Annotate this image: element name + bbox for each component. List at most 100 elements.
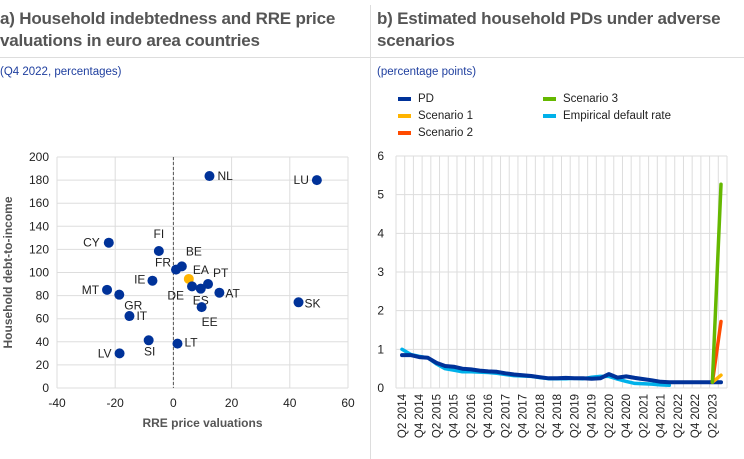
x-tick-label: 0 (170, 396, 177, 410)
legend-swatch-scenario2 (398, 130, 411, 135)
legend-swatch-pd (398, 96, 411, 101)
y-tick-label: 0 (42, 381, 49, 395)
point-label: IT (136, 309, 147, 323)
panel-divider (370, 5, 371, 459)
y-tick-label: 20 (36, 358, 50, 372)
legend-item-scenario1: Scenario 1 (398, 110, 473, 122)
scatter-point-lv (114, 348, 125, 359)
point-label: LV (98, 346, 112, 360)
scatter-point-ee (196, 302, 207, 313)
x-tick-label: Q2 2016 (466, 394, 478, 438)
y-tick-label: 40 (36, 335, 50, 349)
panel-b-title-line1: b) Estimated household PDs under adverse (377, 9, 721, 28)
y-tick-label: 2 (377, 304, 384, 318)
series-line-pd (400, 353, 723, 385)
point-label: LT (184, 336, 198, 350)
legend-item-scenario3: Scenario 3 (543, 93, 618, 105)
scatter-point-lu (311, 175, 322, 186)
y-tick-label: 200 (29, 150, 49, 164)
x-tick-label: Q4 2021 (656, 394, 668, 438)
x-tick-label: Q2 2014 (397, 393, 409, 438)
point-label: AT (225, 287, 240, 301)
legend-swatch-scenario1 (398, 113, 411, 118)
y-axis-label: Household debt-to-income (1, 196, 15, 348)
panel-a-title-line2: valuations in euro area countries (0, 31, 260, 50)
scatter-point-nl (204, 171, 215, 182)
x-tick-label: 20 (225, 396, 239, 410)
x-tick-label: Q4 2019 (587, 394, 599, 438)
x-tick-label: Q2 2019 (569, 394, 581, 438)
scatter-point-gr (114, 289, 125, 300)
point-label: IE (134, 273, 145, 287)
scatter-point-de (187, 281, 198, 292)
x-tick-label: Q4 2020 (621, 394, 633, 438)
y-tick-label: 80 (36, 289, 50, 303)
panel-b-subtitle: (percentage points) (377, 66, 477, 78)
y-tick-label: 60 (36, 312, 50, 326)
scatter-point-cy (103, 237, 114, 248)
x-axis-label: RRE price valuations (142, 416, 262, 430)
y-tick-label: 100 (29, 266, 49, 280)
y-tick-label: 3 (377, 265, 384, 279)
scatter-point-pt (203, 279, 214, 290)
y-tick-label: 140 (29, 219, 49, 233)
panel-a-title: a) Household indebtedness and RRE price … (0, 8, 335, 52)
header-divider (0, 57, 744, 58)
x-tick-label: 60 (341, 396, 355, 410)
x-tick-label: -40 (48, 396, 66, 410)
legend-item-pd: PD (398, 93, 434, 105)
scatter-point-mt (102, 284, 113, 295)
scatter-point-es (195, 283, 206, 294)
x-tick-label: Q4 2016 (483, 394, 495, 438)
point-label: MT (82, 283, 100, 297)
scatter-point-ie (147, 275, 158, 286)
x-tick-label: Q4 2022 (690, 394, 702, 438)
scatter-point-lt (172, 338, 183, 349)
x-tick-label: Q2 2021 (638, 394, 650, 438)
x-tick-label: 40 (283, 396, 297, 410)
series-line-scenario3 (710, 182, 723, 384)
point-label: CY (83, 236, 100, 250)
point-label: FI (154, 227, 165, 241)
y-tick-label: 6 (377, 149, 384, 163)
panel-a-subtitle: (Q4 2022, percentages) (0, 66, 122, 78)
point-label: GR (124, 299, 142, 313)
panel-b-title: b) Estimated household PDs under adverse… (377, 8, 721, 52)
scatter-point-fi (153, 246, 164, 257)
legend-label: Scenario 2 (418, 127, 473, 139)
scatter-point-sk (293, 297, 304, 308)
legend-label: Scenario 1 (418, 110, 473, 122)
x-tick-label: -20 (107, 396, 125, 410)
x-tick-label: Q4 2015 (449, 394, 461, 438)
x-tick-label: Q2 2017 (500, 394, 512, 438)
y-tick-label: 5 (377, 188, 384, 202)
y-tick-label: 180 (29, 173, 49, 187)
point-label: SK (305, 296, 321, 310)
point-label: DE (167, 288, 184, 302)
panel-b-title-line2: scenarios (377, 31, 455, 50)
legend-item-scenario2: Scenario 2 (398, 127, 473, 139)
x-tick-label: Q2 2020 (604, 394, 616, 438)
point-label: EE (202, 315, 218, 329)
point-label: BE (186, 244, 202, 258)
scatter-point-fr (171, 264, 182, 275)
x-tick-label: Q4 2014 (414, 393, 426, 438)
point-label: PT (213, 266, 229, 280)
scatter-point-at (214, 287, 225, 298)
point-label: FR (155, 256, 171, 270)
legend-swatch-empirical (543, 113, 556, 118)
legend-item-empirical: Empirical default rate (543, 110, 671, 122)
x-tick-label: Q4 2018 (552, 394, 564, 438)
point-label: LU (294, 173, 309, 187)
y-tick-label: 0 (377, 381, 384, 395)
x-tick-label: Q2 2018 (535, 394, 547, 438)
point-label: EA (193, 263, 209, 277)
panel-a-title-line1: a) Household indebtedness and RRE price (0, 9, 336, 28)
legend-label: Empirical default rate (563, 110, 672, 122)
y-tick-label: 1 (377, 342, 384, 356)
point-label: NL (217, 169, 233, 183)
legend-swatch-scenario3 (543, 96, 556, 101)
y-tick-label: 160 (29, 196, 49, 210)
